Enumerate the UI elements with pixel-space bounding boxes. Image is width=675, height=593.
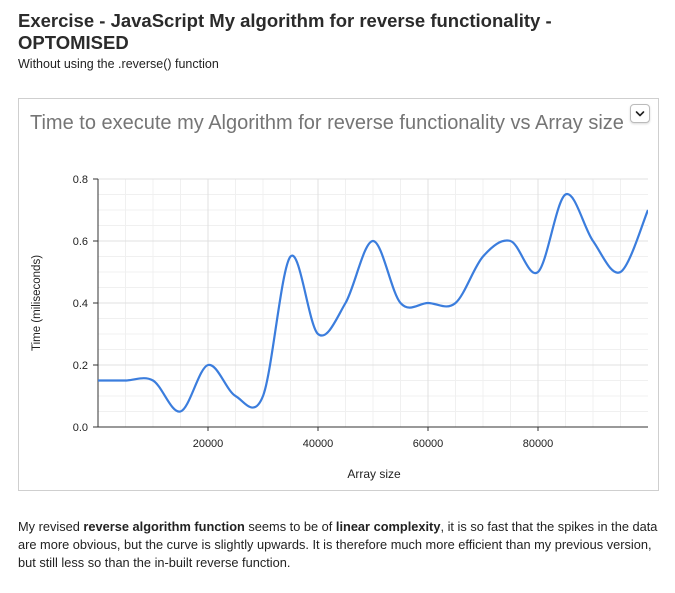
description-bold-term: linear complexity [335,519,441,534]
x-axis-label: Array size [347,467,401,481]
x-tick-label: 80000 [523,438,554,450]
chart-grid [98,178,648,428]
description-text: seems to be of [244,519,336,534]
series-line [98,193,648,413]
chart-axis-labels: Array size Time (miliseconds) [31,255,401,481]
page-subtitle: Without using the .reverse() function [18,57,219,71]
x-tick-label: 40000 [303,438,334,450]
y-tick-label: 0.0 [73,422,88,434]
x-tick-label: 60000 [413,438,444,450]
line-chart: 0.0 0.2 0.4 0.6 0.8 20000 40000 60000 80000 Arra… [31,174,648,481]
page-title: Exercise - JavaScript My algorithm for r… [18,10,552,53]
description-bold-term: reverse algorithm function [83,519,245,534]
y-axis-label: Time (miliseconds) [31,255,43,351]
description-paragraph: My revised reverse algorithm function se… [18,518,658,572]
chart-series [98,193,648,413]
description-text: My revised [18,519,84,534]
chevron-down-icon [635,110,645,116]
chart-menu-button[interactable] [630,104,650,123]
y-tick-label: 0.6 [73,236,88,248]
description-text: , it is so fast that the spikes in the d… [18,519,658,570]
x-tick-label: 20000 [193,438,224,450]
y-tick-label: 0.4 [73,298,88,310]
chart-title: Time to execute my Algorithm for reverse… [30,112,624,134]
chart-container: 0.0 0.2 0.4 0.6 0.8 20000 40000 60000 80000 Arra… [18,98,659,491]
y-tick-label: 0.8 [73,174,88,186]
y-tick-label: 0.2 [73,360,88,372]
chart-ticks: 0.0 0.2 0.4 0.6 0.8 20000 40000 60000 80000 [73,174,554,450]
